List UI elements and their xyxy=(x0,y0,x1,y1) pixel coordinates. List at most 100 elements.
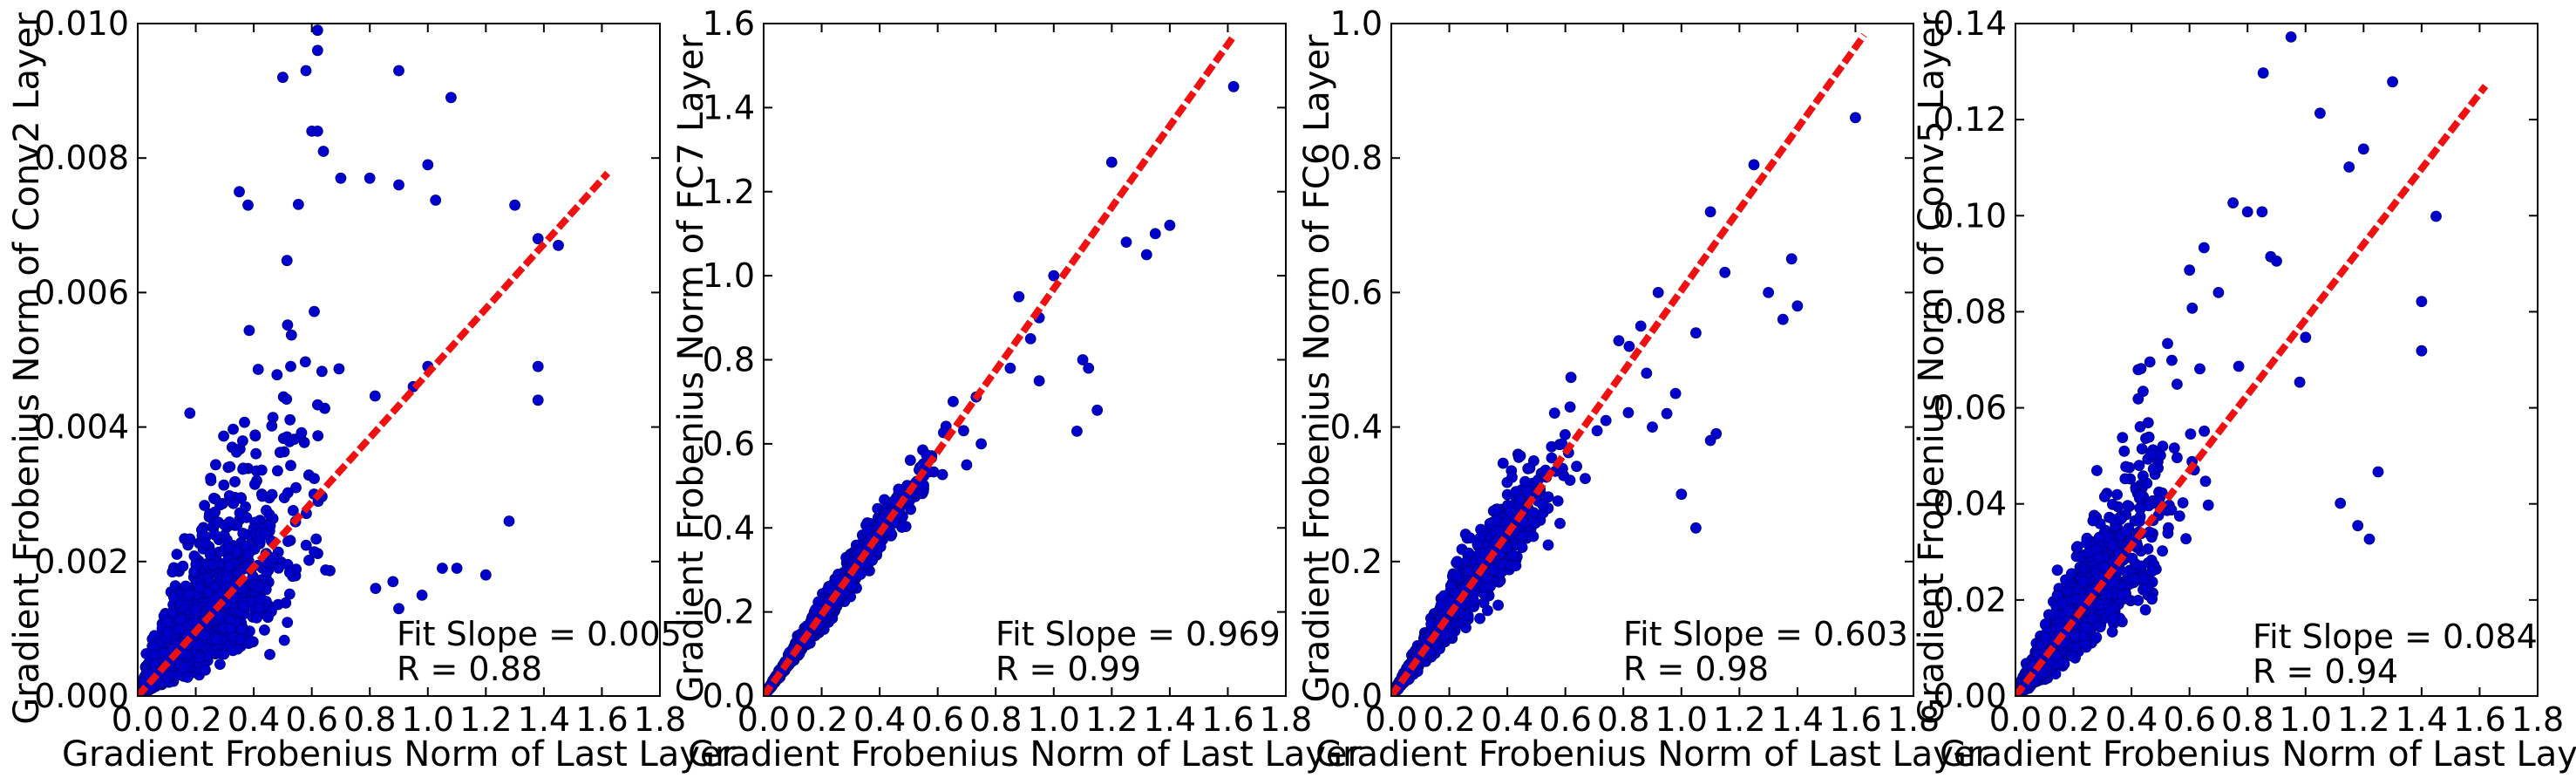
outlier-point xyxy=(393,179,404,191)
outlier-point xyxy=(1077,354,1089,365)
x-axis-title: Gradient Frobenius Norm of Last Layer xyxy=(688,734,1363,775)
scatter-point xyxy=(205,473,217,484)
x-tick-label: 0.6 xyxy=(285,700,337,739)
scatter-point xyxy=(271,369,283,381)
scatter-point xyxy=(1463,565,1474,577)
scatter-point xyxy=(1524,462,1536,474)
scatter-point xyxy=(237,463,249,475)
x-tick-label: 1.4 xyxy=(518,700,570,739)
outlier-point xyxy=(961,459,973,471)
y-tick-label: 1.4 xyxy=(703,88,755,126)
y-tick-label: 0.4 xyxy=(1330,408,1383,447)
scatter-point xyxy=(255,464,268,476)
scatter-point xyxy=(1560,428,1571,440)
outlier-point xyxy=(436,563,448,574)
outlier-point xyxy=(451,563,463,574)
scatter-point xyxy=(310,533,323,545)
scatter-point xyxy=(1622,406,1635,419)
fit-slope-annotation: Fit Slope = 0.005 xyxy=(397,615,682,653)
outlier-point xyxy=(975,438,987,450)
scatter-point xyxy=(287,505,299,516)
scatter-point xyxy=(1542,539,1554,551)
x-tick-label: 1.8 xyxy=(1260,700,1312,739)
scatter-point xyxy=(161,626,173,638)
scatter-point xyxy=(228,423,239,435)
scatter-panel-2: 0.0 0.2 0.4 0.6 0.8 1.0 1.2 1.4 1.6 1.80.00.20.40… xyxy=(671,4,1363,775)
plot-area xyxy=(2015,31,2489,696)
y-tick-label: 0.008 xyxy=(34,139,129,177)
scatter-point xyxy=(190,604,202,616)
scatter-point xyxy=(874,541,887,553)
outlier-point xyxy=(1647,421,1658,433)
scatter-point xyxy=(1546,452,1558,464)
r-annotation: R = 0.88 xyxy=(397,650,542,688)
scatter-point xyxy=(1537,499,1548,510)
scatter-point xyxy=(229,475,241,488)
outlier-point xyxy=(1690,522,1702,534)
scatter-point xyxy=(207,559,219,570)
x-axis-title: Gradient Frobenius Norm of Last Layer xyxy=(1315,734,1990,775)
scatter-point xyxy=(846,580,858,592)
scatter-point xyxy=(264,649,275,660)
y-tick-label: 0.0 xyxy=(1330,677,1383,715)
scatter-point xyxy=(1516,542,1528,553)
scatter-point xyxy=(948,395,959,407)
scatter-point xyxy=(204,549,216,561)
outlier-point xyxy=(1748,159,1760,171)
scatter-point xyxy=(1481,572,1493,584)
scatter-point xyxy=(296,427,308,439)
scatter-point xyxy=(1571,461,1582,473)
fit-line xyxy=(138,170,611,696)
scatter-point xyxy=(285,460,296,472)
scatter-point xyxy=(223,516,235,528)
y-tick-label: 1.2 xyxy=(703,173,755,211)
x-tick-label: 0.4 xyxy=(228,700,280,739)
x-tick-label: 0.0 xyxy=(1365,700,1417,739)
scatter-point xyxy=(309,305,320,317)
plot-area xyxy=(764,34,1240,696)
scatter-point xyxy=(227,645,239,657)
scatter-point xyxy=(290,481,302,494)
outlier-point xyxy=(1091,404,1104,416)
scatter-point xyxy=(244,636,256,647)
scatter-panel-4: 0.0 0.2 0.4 0.6 0.8 1.0 1.2 1.4 1.6 1.80.000.020.… xyxy=(1912,4,2576,775)
scatter-point xyxy=(282,617,294,628)
y-axis-title: Gradient Frobenius Norm of FC6 Layer xyxy=(1297,34,1337,703)
scatter-point xyxy=(248,478,261,490)
scatter-point xyxy=(194,652,206,663)
scatter-point xyxy=(958,425,969,437)
scatter-point xyxy=(1472,538,1484,550)
x-tick-label: 0.4 xyxy=(853,700,906,739)
scatter-point xyxy=(207,492,220,504)
scatter-point xyxy=(2133,460,2145,471)
scatter-point xyxy=(904,454,916,467)
outlier-point xyxy=(1623,340,1635,352)
x-tick-label: 0.8 xyxy=(969,700,1022,739)
scatter-point xyxy=(1565,372,1577,384)
scatter-point xyxy=(2165,354,2178,366)
x-axis-title: Gradient Frobenius Norm of Last Layer xyxy=(62,734,737,775)
scatter-point xyxy=(278,634,290,646)
scatter-point xyxy=(228,497,240,509)
scatter-point xyxy=(237,600,249,612)
scatter-point xyxy=(1505,506,1516,517)
scatter-point xyxy=(282,536,294,548)
x-tick-label: 0.6 xyxy=(911,700,963,739)
x-tick-label: 1.0 xyxy=(1028,700,1080,739)
x-tick-label: 1.6 xyxy=(575,700,628,739)
outlier-point xyxy=(300,65,312,77)
x-tick-label: 0.2 xyxy=(1423,700,1475,739)
scatter-point xyxy=(284,413,296,426)
x-tick-label: 1.6 xyxy=(1829,700,1881,739)
y-tick-label: 0.004 xyxy=(34,408,129,447)
scatter-point xyxy=(218,430,230,442)
x-tick-label: 1.2 xyxy=(1713,700,1765,739)
scatter-point xyxy=(249,429,262,441)
outlier-point xyxy=(1777,313,1789,325)
scatter-point xyxy=(333,363,345,375)
scatter-point xyxy=(1552,495,1564,507)
scatter-point xyxy=(309,546,321,558)
scatter-point xyxy=(184,533,196,545)
outlier-point xyxy=(276,72,289,84)
outlier-point xyxy=(1785,253,1798,265)
